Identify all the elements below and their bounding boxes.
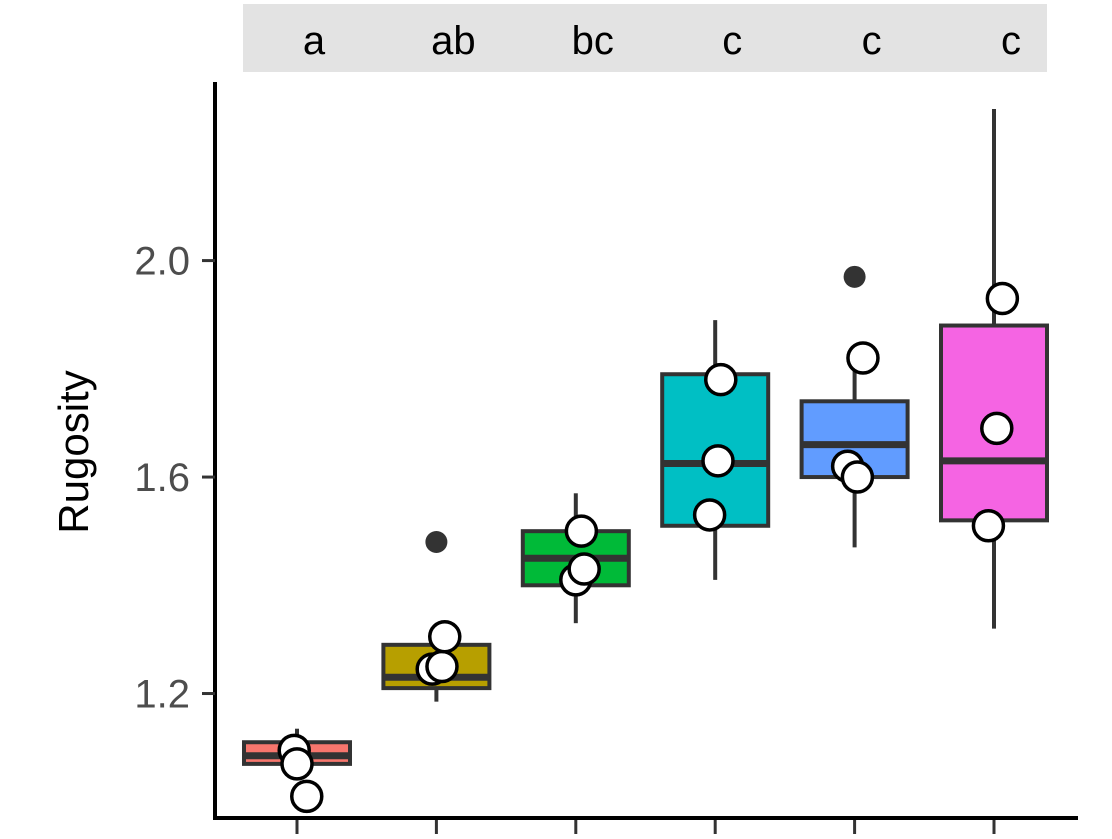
- data-point: [704, 362, 738, 397]
- significance-letter: c: [1001, 19, 1021, 63]
- data-point: [692, 498, 727, 532]
- data-point: [846, 341, 880, 375]
- data-point: [280, 747, 314, 781]
- significance-letter: c: [722, 19, 742, 63]
- data-point: [290, 779, 324, 814]
- outlier-point: [843, 265, 866, 288]
- significance-letter: a: [303, 19, 326, 63]
- data-point: [425, 649, 459, 684]
- data-point: [564, 514, 599, 548]
- boxes: [242, 109, 1049, 781]
- data-point: [701, 444, 735, 478]
- significance-letter: ab: [431, 19, 476, 63]
- data-point: [971, 509, 1006, 543]
- y-axis-title: Rugosity: [50, 370, 97, 533]
- y-tick-label: 1.2: [134, 673, 190, 717]
- significance-letter: c: [862, 19, 882, 63]
- y-tick-label: 2.0: [134, 240, 190, 284]
- y-axis-ticks: 1.2 1.6 2.0: [134, 240, 215, 717]
- data-points: [277, 281, 1020, 814]
- y-tick-label: 1.6: [134, 456, 190, 500]
- x-axis-ticks: [295, 820, 996, 834]
- strip-background: [243, 4, 1047, 72]
- data-point: [567, 552, 601, 586]
- outlier-point: [425, 531, 448, 553]
- data-point: [428, 619, 462, 654]
- strip-labels: a ab bc c c c: [303, 19, 1021, 63]
- data-point: [985, 281, 1020, 316]
- data-point: [840, 460, 875, 494]
- significance-letter: bc: [572, 19, 614, 63]
- data-point: [980, 411, 1014, 446]
